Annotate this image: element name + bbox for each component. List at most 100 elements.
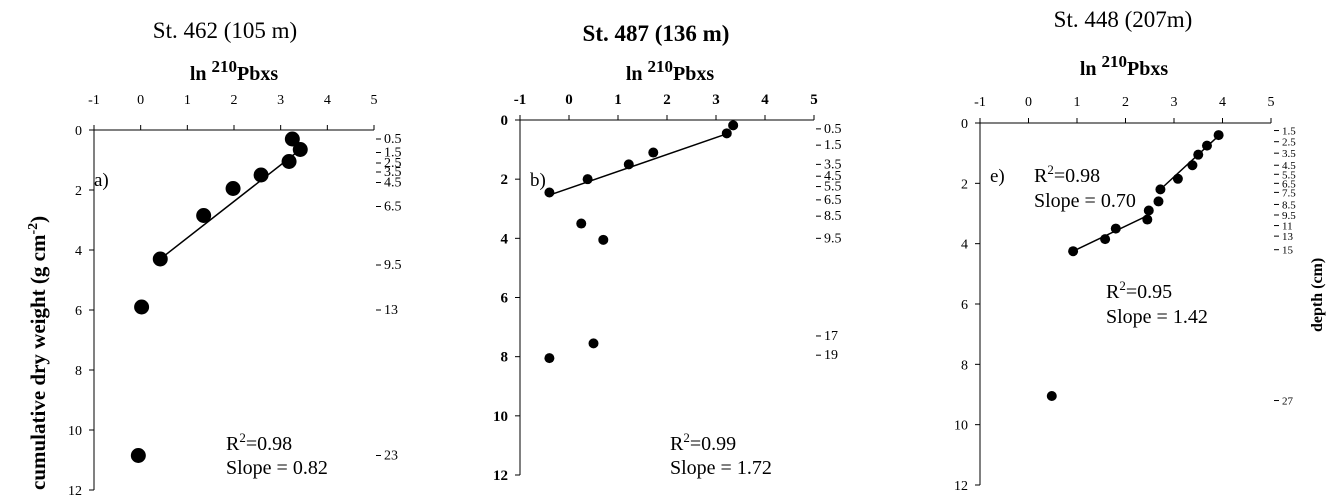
panel-a-y-tick-label: 2: [75, 184, 82, 199]
panel-b-x-tick-label: 0: [565, 92, 573, 108]
panel-a-fit-line: [159, 153, 296, 260]
panel-e-x-tick-label: 4: [1219, 95, 1226, 110]
panel-e-data-point: [1068, 246, 1079, 257]
panel-a-x-tick-label: 5: [371, 93, 378, 108]
panel-e-depth-label: 9.5: [1282, 210, 1296, 222]
panel-e-data-point: [1213, 130, 1224, 141]
panel-e: St. 448 (207m) ln 210Pbxs -1 0 1 2 3 4 5024681…: [954, 7, 1296, 494]
panel-a-depth-label: 3.5: [384, 165, 402, 180]
panel-e-depth-label: 13: [1282, 231, 1294, 243]
panel-e-data-point: [1193, 149, 1204, 160]
panel-e-data-point: [1046, 391, 1057, 402]
panel-b-depth-label: 19: [824, 348, 838, 363]
panel-b-plot: -1 0 1 2 3 4 50246810120.51.53.54.55.56.58.59.…: [493, 92, 842, 484]
panel-e-data-point: [1155, 184, 1166, 195]
panel-b-fit-line: [548, 132, 729, 197]
panel-a-data-point: [281, 154, 297, 169]
panel-a-data-point: [196, 208, 212, 223]
panel-a-depth-label: 9.5: [384, 258, 402, 273]
panel-e-y-tick-label: 0: [961, 117, 968, 132]
panel-a-depth-label: 23: [384, 449, 398, 464]
panel-b-data-point: [648, 147, 659, 158]
panel-e-y-tick-label: 12: [954, 479, 968, 494]
panel-b-depth-label: 1.5: [824, 138, 842, 153]
panel-e-depth-label: 1.5: [1282, 126, 1296, 138]
panel-b-y-tick-label: 2: [501, 172, 509, 188]
panel-b: St. 487 (136 m) ln 210Pbxs -1 0 1 2 3 4 502468…: [493, 21, 842, 484]
panel-e-depth-label: 3.5: [1282, 148, 1296, 160]
panel-e-x-axis-title: ln 210Pbxs: [1080, 52, 1169, 80]
panel-b-y-tick-label: 10: [493, 409, 508, 425]
panel-a-depth-label: 6.5: [384, 200, 402, 215]
panel-b-depth-label: 8.5: [824, 209, 842, 224]
panel-b-y-tick-label: 8: [501, 350, 509, 366]
panel-a-y-tick-label: 8: [75, 364, 82, 379]
panel-b-depth-label: 4.5: [824, 169, 842, 184]
panel-b-data-point: [582, 174, 593, 185]
panel-a-x-axis-title: ln 210Pbxs: [190, 57, 279, 85]
panel-a-plot: -1 0 1 2 3 4 50246810120.51.52.53.54.56.59.513…: [68, 93, 402, 498]
panel-a-x-tick-label: 0: [137, 93, 144, 108]
panel-a-y-tick-label: 6: [75, 304, 82, 319]
panel-e-depth-label: 5.5: [1282, 169, 1296, 181]
panel-a-data-point: [134, 299, 150, 315]
panel-e-depth-label: 6.5: [1282, 178, 1296, 190]
panel-e-x-tick-label: 5: [1268, 95, 1275, 110]
panel-b-y-tick-label: 4: [501, 231, 509, 247]
panel-e-fit-line: [1072, 214, 1150, 252]
panel-a-fit-r2: R2=0.98: [226, 430, 292, 455]
panel-a-depth-label: 2.5: [384, 156, 402, 171]
panel-e-fit1-r2: R2=0.98: [1034, 162, 1100, 187]
panel-a-x-tick-label: 2: [231, 93, 238, 108]
panel-b-fit-slope: Slope = 1.72: [670, 457, 772, 479]
panel-e-y-tick-label: 8: [961, 358, 968, 373]
panel-e-y-tick-label: 4: [961, 238, 968, 253]
right-axis-title: depth (cm): [1309, 258, 1326, 332]
panel-a-x-tick-label: 4: [324, 93, 331, 108]
panel-e-data-point: [1143, 205, 1154, 216]
panel-a-x-tick-label: 3: [277, 93, 284, 108]
panel-e-y-tick-label: 6: [961, 298, 968, 313]
panel-e-x-tick-label: 2: [1122, 95, 1129, 110]
panel-a-y-tick-label: 0: [75, 124, 82, 139]
left-axis-title: cumulative dry weight (g cm-2): [26, 216, 50, 490]
panel-e-data-point: [1201, 140, 1212, 151]
panel-b-y-tick-label: 0: [501, 113, 509, 129]
panel-b-fit-r2: R2=0.99: [670, 430, 736, 455]
panel-e-fit1-slope: Slope = 0.70: [1034, 190, 1136, 212]
panel-e-x-tick-label: 0: [1025, 95, 1032, 110]
panel-b-letter: b): [530, 170, 546, 191]
panel-e-fit2-r2: R2=0.95: [1106, 278, 1172, 303]
panel-a-depth-label: 4.5: [384, 176, 402, 191]
panel-b-depth-label: 6.5: [824, 193, 842, 208]
panel-b-depth-label: 9.5: [824, 231, 842, 246]
panel-a-x-tick-label: 1: [184, 93, 191, 108]
panel-a-letter: a): [94, 170, 109, 191]
panel-a-station-title: St. 462 (105 m): [153, 18, 297, 43]
panel-b-y-tick-label: 12: [493, 468, 508, 484]
panel-e-plot: -1 0 1 2 3 4 50246810121.52.53.54.55.56.57.58.…: [954, 95, 1296, 494]
panel-a-data-point: [152, 251, 168, 267]
panel-a-data-point: [253, 167, 269, 183]
panel-b-depth-label: 17: [824, 329, 838, 344]
panel-b-x-axis-title: ln 210Pbxs: [626, 57, 715, 85]
panel-b-depth-label: 3.5: [824, 157, 842, 172]
panel-e-data-point: [1187, 160, 1198, 171]
panel-e-letter: e): [990, 166, 1005, 187]
panel-b-data-point: [588, 338, 599, 349]
panel-e-data-point: [1172, 173, 1183, 184]
panel-a-y-tick-label: 10: [68, 424, 82, 439]
panel-b-x-tick-label: -1: [514, 92, 527, 108]
panel-e-depth-label: 27: [1282, 396, 1294, 408]
panel-e-depth-label: 4.5: [1282, 160, 1296, 172]
panel-b-data-point: [728, 120, 739, 131]
panel-a-data-point: [284, 131, 300, 147]
panel-e-x-tick-label: 3: [1171, 95, 1178, 110]
panel-a: St. 462 (105 m) ln 210Pbxs -1 0 1 2 3 4 502468…: [68, 18, 402, 498]
panel-e-x-tick-label: 1: [1074, 95, 1081, 110]
panel-e-depth-label: 2.5: [1282, 137, 1296, 149]
panel-e-depth-label: 11: [1282, 221, 1293, 233]
panel-b-data-point: [544, 353, 555, 364]
panel-b-y-tick-label: 6: [501, 291, 509, 307]
